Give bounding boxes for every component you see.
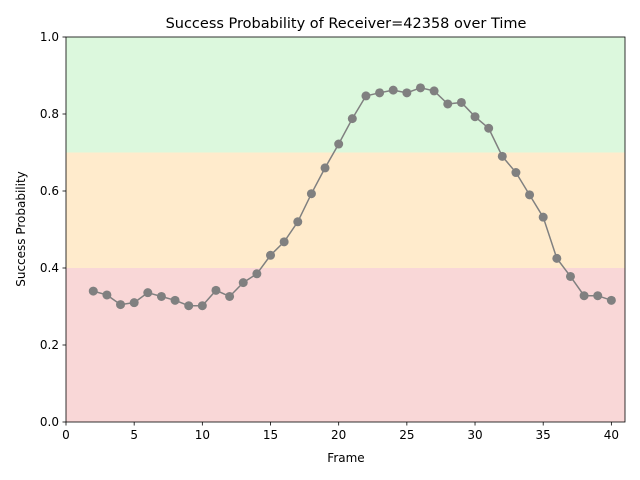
data-point (266, 250, 276, 260)
y-axis-ticks: 0.0 0.2 0.4 0.6 0.8 1.0 (40, 30, 66, 429)
y-axis-label: Success Probability (14, 171, 28, 287)
data-points-layer (88, 83, 616, 311)
data-point (552, 253, 562, 263)
data-point (170, 295, 180, 305)
data-point (184, 301, 194, 311)
x-tick-label: 5 (130, 428, 138, 442)
x-axis-ticks: 0 5 10 15 20 25 30 35 40 (62, 422, 619, 442)
data-point (211, 285, 221, 295)
y-tick-label: 0.2 (40, 338, 59, 352)
data-point (225, 291, 235, 301)
data-point (579, 291, 589, 301)
data-point (456, 97, 466, 107)
data-point (484, 123, 494, 133)
data-point (197, 301, 207, 311)
data-point (606, 295, 616, 305)
data-point (388, 85, 398, 95)
y-tick-label: 0.6 (40, 184, 59, 198)
data-point (88, 286, 98, 296)
data-point (293, 217, 303, 227)
band-1 (66, 152, 625, 268)
data-point (361, 91, 371, 101)
data-point (565, 271, 575, 281)
data-point (402, 88, 412, 98)
data-point (129, 298, 139, 308)
data-point (511, 168, 521, 178)
data-point (375, 88, 385, 98)
data-point (415, 83, 425, 93)
y-tick-label: 0.8 (40, 107, 59, 121)
data-point (347, 114, 357, 124)
chart-title: Success Probability of Receiver=42358 ov… (166, 16, 527, 32)
data-point (525, 190, 535, 200)
y-tick-label: 1.0 (40, 30, 59, 44)
data-point (538, 212, 548, 222)
axes (65, 36, 626, 423)
x-tick-label: 25 (399, 428, 414, 442)
data-point (334, 139, 344, 149)
data-point (497, 151, 507, 161)
data-point (306, 189, 316, 199)
data-point (102, 290, 112, 300)
data-point (279, 237, 289, 247)
x-tick-label: 0 (62, 428, 70, 442)
data-point (429, 86, 439, 96)
x-tick-label: 20 (331, 428, 346, 442)
data-point (320, 163, 330, 173)
x-axis-label: Frame (327, 451, 364, 465)
data-point (470, 112, 480, 122)
plot-frame (65, 36, 626, 423)
band-2 (66, 37, 625, 153)
background-bands (66, 37, 625, 422)
data-point (443, 99, 453, 109)
data-point (116, 300, 126, 310)
y-tick-label: 0.4 (40, 261, 59, 275)
x-tick-label: 40 (604, 428, 619, 442)
x-tick-label: 10 (195, 428, 210, 442)
data-point (156, 291, 166, 301)
y-tick-label: 0.0 (40, 415, 59, 429)
data-point (593, 291, 603, 301)
data-point (252, 269, 262, 279)
data-point (238, 278, 248, 288)
x-tick-label: 15 (263, 428, 278, 442)
x-tick-label: 35 (536, 428, 551, 442)
x-tick-label: 30 (467, 428, 482, 442)
data-point (143, 288, 153, 298)
